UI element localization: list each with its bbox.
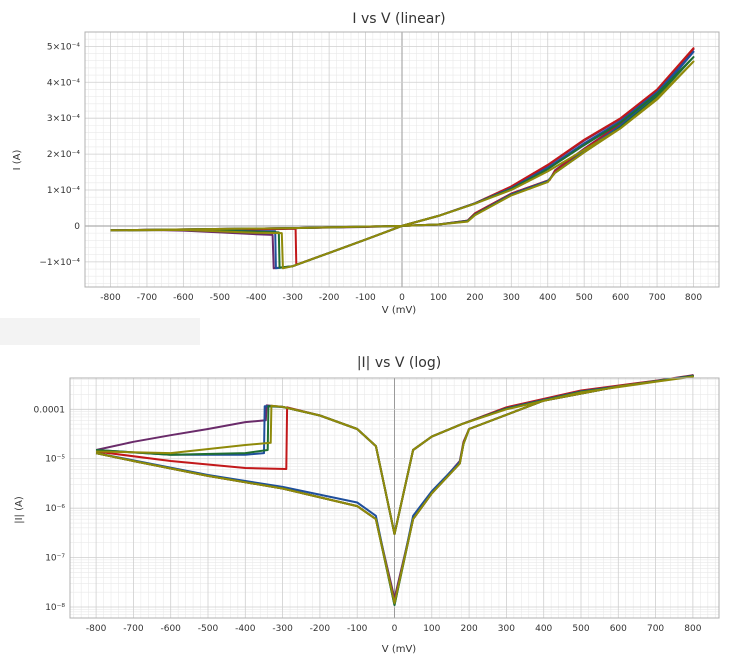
- x-tick-label: 500: [572, 624, 589, 634]
- x-tick-label: -500: [198, 624, 219, 634]
- series-line-5: [110, 60, 695, 270]
- y-tick-label: 4×10⁻⁴: [47, 78, 80, 88]
- x-tick-label: -300: [282, 293, 303, 303]
- x-tick-label: 400: [539, 293, 556, 303]
- y-axis-label: |I| (A): [14, 496, 25, 524]
- x-tick-label: 0: [392, 624, 398, 634]
- y-tick-label: 10⁻⁷: [45, 554, 65, 564]
- y-tick-label: 3×10⁻⁴: [47, 114, 80, 124]
- x-tick-label: 700: [648, 293, 665, 303]
- x-tick-label: -800: [100, 293, 121, 303]
- x-tick-label: -100: [355, 293, 376, 303]
- x-axis-label: V (mV): [382, 305, 417, 316]
- y-tick-label: 2×10⁻⁴: [47, 150, 80, 160]
- x-tick-label: -100: [347, 624, 368, 634]
- x-tick-label: 600: [612, 293, 629, 303]
- x-tick-label: -400: [246, 293, 267, 303]
- x-tick-label: 600: [610, 624, 627, 634]
- grid-lines: [85, 32, 719, 287]
- x-tick-label: -500: [210, 293, 231, 303]
- tick-labels: -800 -700 -600 -500 -400 -300 -200 -100 0 100 200 3…: [39, 42, 702, 303]
- y-tick-label: 0.0001: [34, 405, 66, 415]
- plot-background: [10, 345, 720, 658]
- x-tick-label: -800: [86, 624, 107, 634]
- x-tick-label: 100: [423, 624, 440, 634]
- x-tick-label: 300: [503, 293, 520, 303]
- chart-title: I vs V (linear): [352, 11, 445, 27]
- y-tick-label: 10⁻⁶: [45, 504, 65, 514]
- log-chart[interactable]: |I| vs V (log) V (mV) |I| (A) -800 -700 -6…: [0, 345, 734, 658]
- x-tick-label: 500: [576, 293, 593, 303]
- x-tick-label: 700: [647, 624, 664, 634]
- x-tick-label: 200: [466, 293, 483, 303]
- series-group: [110, 47, 695, 270]
- log-chart-panel: |I| vs V (log) V (mV) |I| (A) -800 -700 -6…: [0, 345, 734, 658]
- y-tick-label: −1×10⁻⁴: [39, 258, 80, 268]
- x-tick-label: -200: [310, 624, 331, 634]
- plot-background: [10, 0, 720, 318]
- x-tick-label: 100: [430, 293, 447, 303]
- y-tick-label: 1×10⁻⁴: [47, 186, 80, 196]
- x-tick-label: -400: [235, 624, 256, 634]
- y-tick-label: 5×10⁻⁴: [47, 42, 80, 52]
- x-tick-label: -300: [272, 624, 293, 634]
- x-tick-label: 800: [684, 624, 701, 634]
- y-tick-label: 10⁻⁸: [45, 603, 65, 613]
- x-tick-label: 300: [498, 624, 515, 634]
- x-tick-label: -200: [319, 293, 340, 303]
- plot-frame: [84, 31, 720, 288]
- x-tick-label: 200: [461, 624, 478, 634]
- x-tick-label: 0: [399, 293, 405, 303]
- chart-title: |I| vs V (log): [357, 355, 441, 371]
- y-axis-label: I (A): [12, 150, 23, 171]
- series-line-5: [95, 375, 694, 605]
- linear-chart-panel: I vs V (linear) V (mV) I (A) -800 -700 -60…: [0, 0, 734, 318]
- linear-chart[interactable]: I vs V (linear) V (mV) I (A) -800 -700 -60…: [0, 0, 734, 318]
- tick-labels: -800 -700 -600 -500 -400 -300 -200 -100 0 100 200 3…: [34, 405, 702, 634]
- x-tick-label: 400: [535, 624, 552, 634]
- x-tick-label: 800: [685, 293, 702, 303]
- plot-frame: [69, 377, 720, 619]
- y-tick-label: 0: [74, 222, 80, 232]
- panel-gap-shade: [0, 318, 200, 345]
- x-tick-label: -700: [137, 293, 158, 303]
- x-tick-label: -600: [160, 624, 181, 634]
- grid-lines: [70, 378, 719, 619]
- x-tick-label: -600: [173, 293, 194, 303]
- x-tick-label: -700: [123, 624, 144, 634]
- x-axis-label: V (mV): [382, 644, 417, 655]
- y-tick-label: 10⁻⁵: [45, 455, 65, 465]
